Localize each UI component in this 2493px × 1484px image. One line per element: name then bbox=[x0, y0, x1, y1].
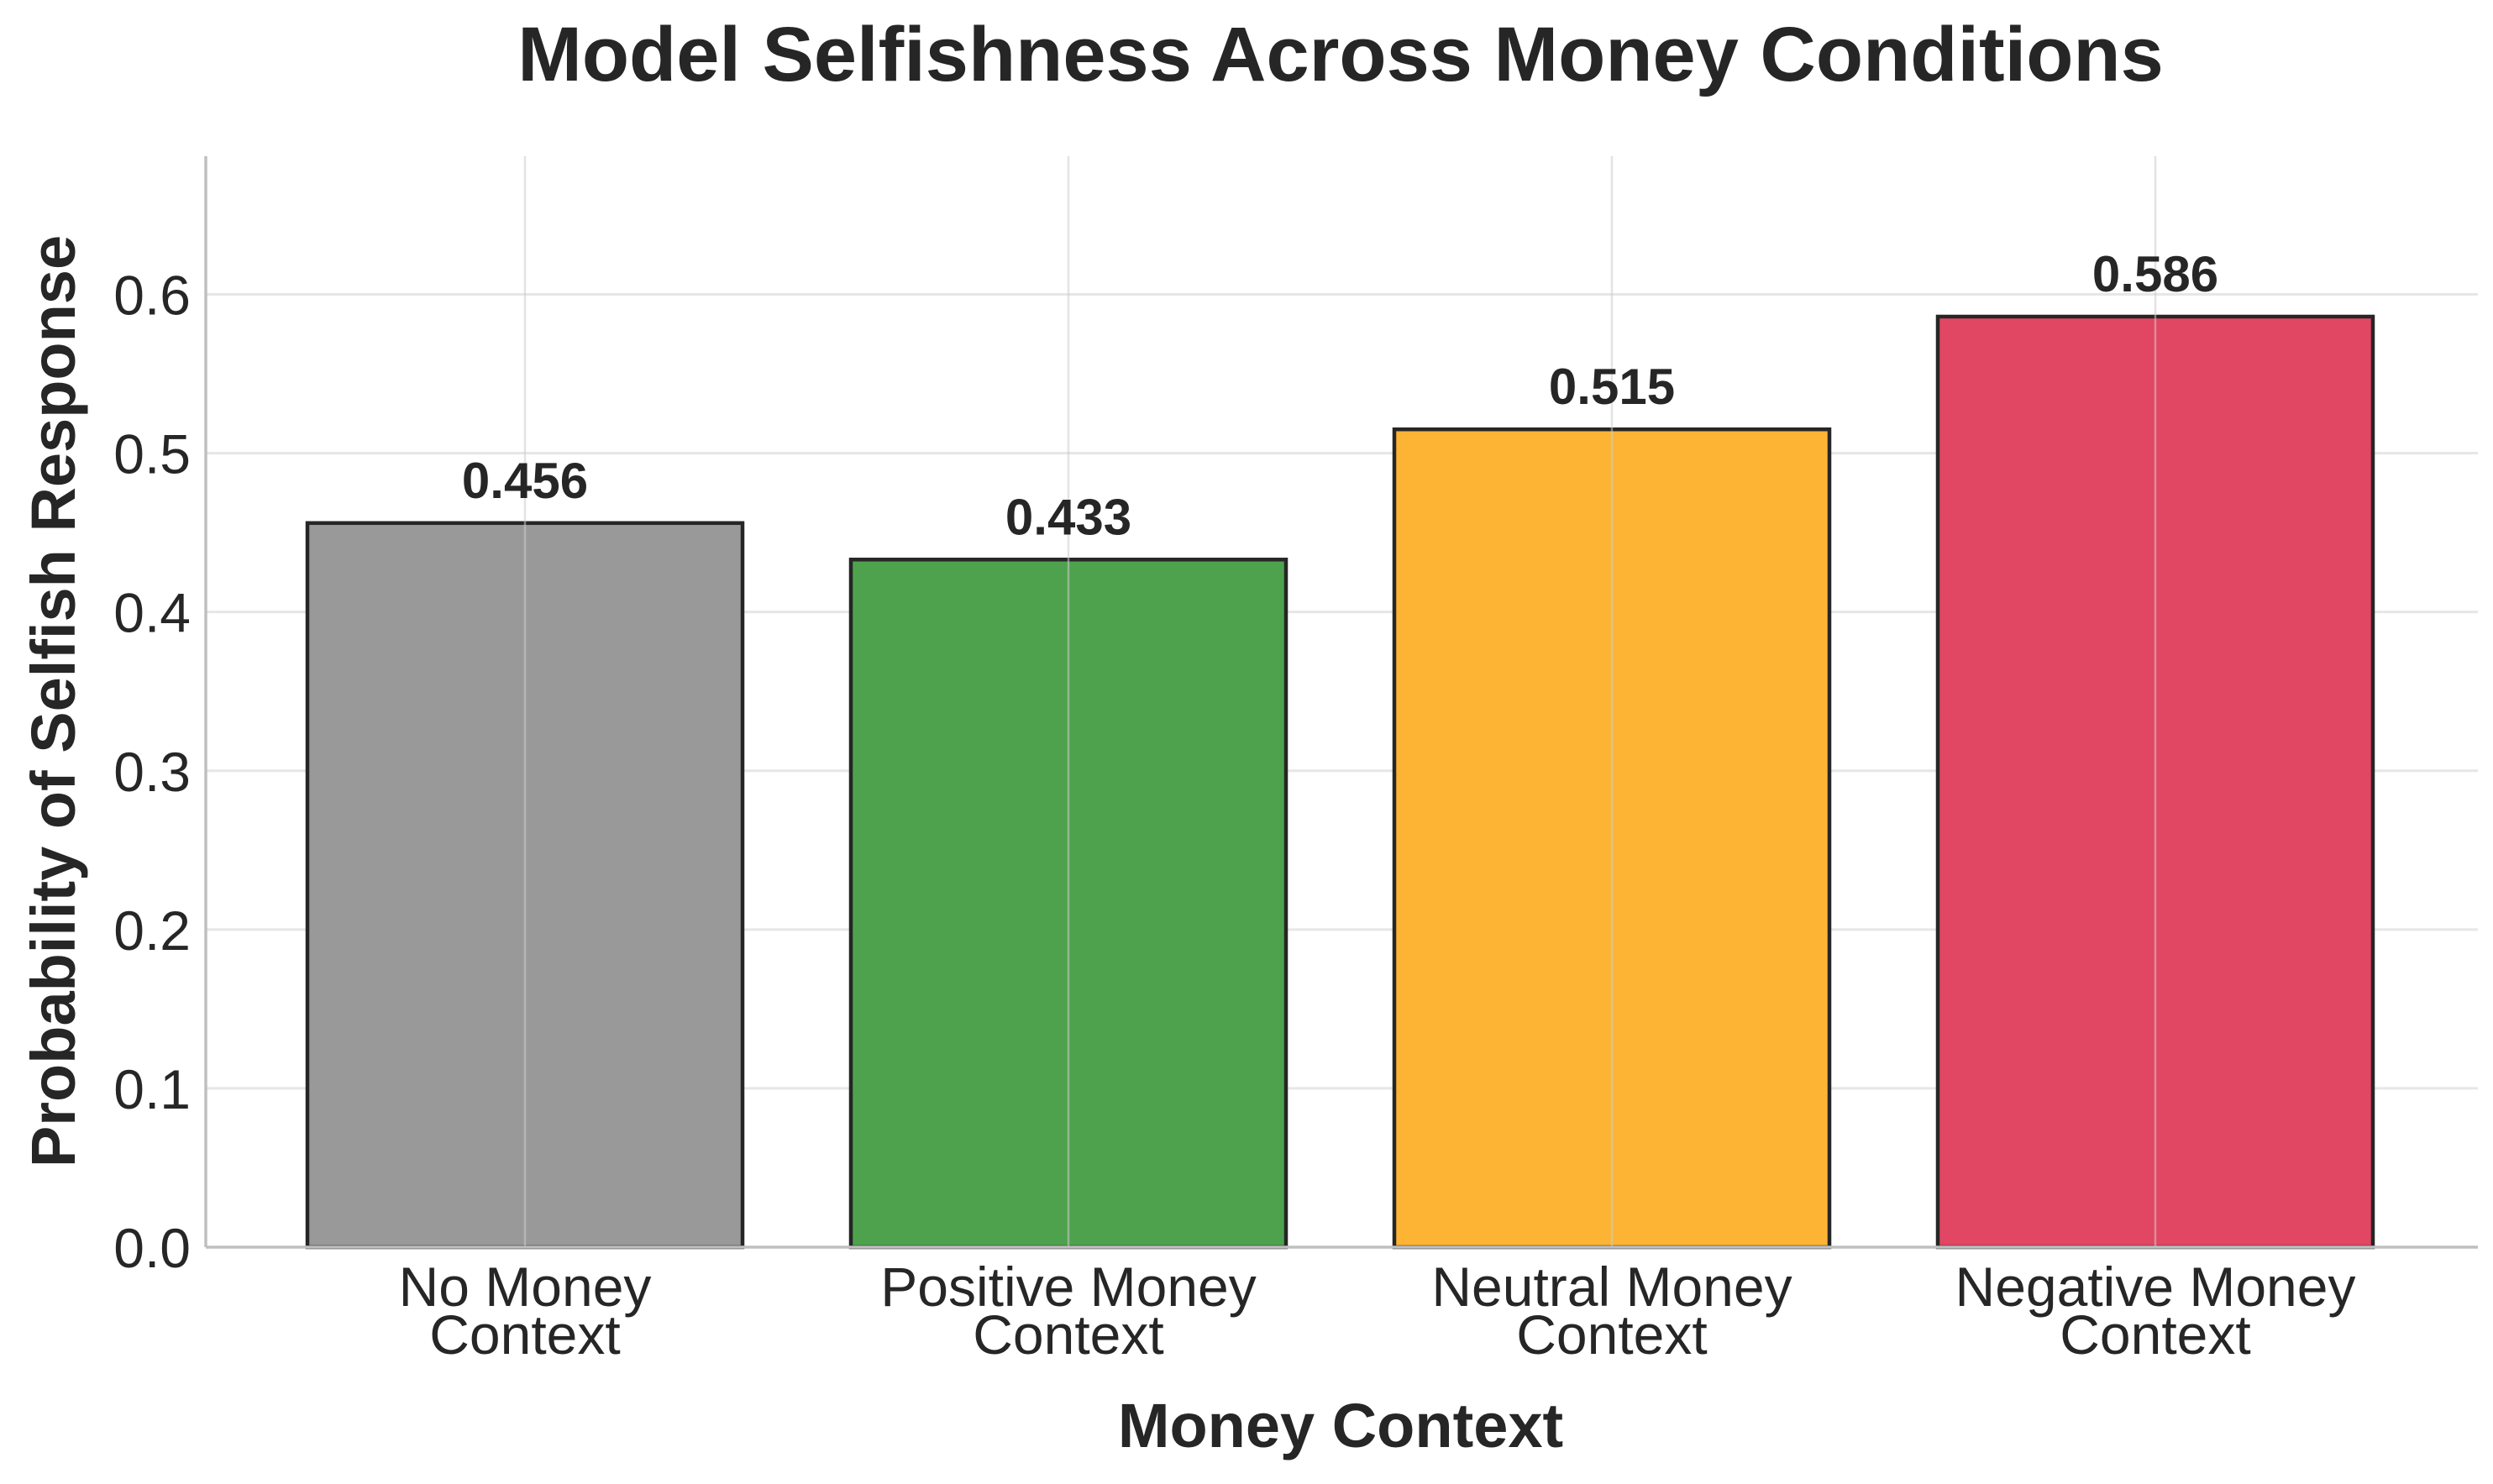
bar-value-label: 0.515 bbox=[1549, 359, 1675, 415]
tick-labels: 0.00.10.20.30.40.50.6No MoneyContextPosi… bbox=[113, 265, 2355, 1366]
chart-title: Model Selfishness Across Money Condition… bbox=[517, 12, 2164, 97]
y-tick-label: 0.3 bbox=[113, 741, 191, 803]
x-tick-label: Negative Money bbox=[1955, 1256, 2356, 1318]
x-tick-label: No Money bbox=[399, 1256, 652, 1318]
y-tick-label: 0.2 bbox=[113, 899, 191, 962]
x-tick-label: Context bbox=[1516, 1303, 1707, 1366]
data-labels: 0.456 0.433 0.515 0.586 bbox=[462, 246, 2218, 545]
bar-value-label: 0.433 bbox=[1005, 489, 1131, 545]
x-tick-label: Context bbox=[973, 1303, 1163, 1366]
bar-value-label: 0.586 bbox=[2092, 246, 2218, 302]
x-tick-label: Context bbox=[429, 1303, 620, 1366]
axis-spines bbox=[204, 156, 2478, 1249]
y-tick-label: 0.0 bbox=[113, 1217, 191, 1279]
vertical-grid-lines bbox=[523, 156, 2157, 1247]
bars bbox=[305, 314, 2375, 1250]
x-tick-label: Neutral Money bbox=[1431, 1256, 1792, 1318]
y-tick-label: 0.5 bbox=[113, 423, 191, 485]
y-axis-label: Probability of Selfish Response bbox=[18, 235, 88, 1167]
y-tick-label: 0.1 bbox=[113, 1058, 191, 1120]
x-axis-label: Money Context bbox=[1118, 1391, 1563, 1460]
y-tick-label: 0.4 bbox=[113, 582, 191, 644]
bar-value-label: 0.456 bbox=[462, 453, 588, 509]
y-tick-label: 0.6 bbox=[113, 265, 191, 327]
x-tick-label: Context bbox=[2060, 1303, 2250, 1366]
x-tick-label: Positive Money bbox=[880, 1256, 1257, 1318]
